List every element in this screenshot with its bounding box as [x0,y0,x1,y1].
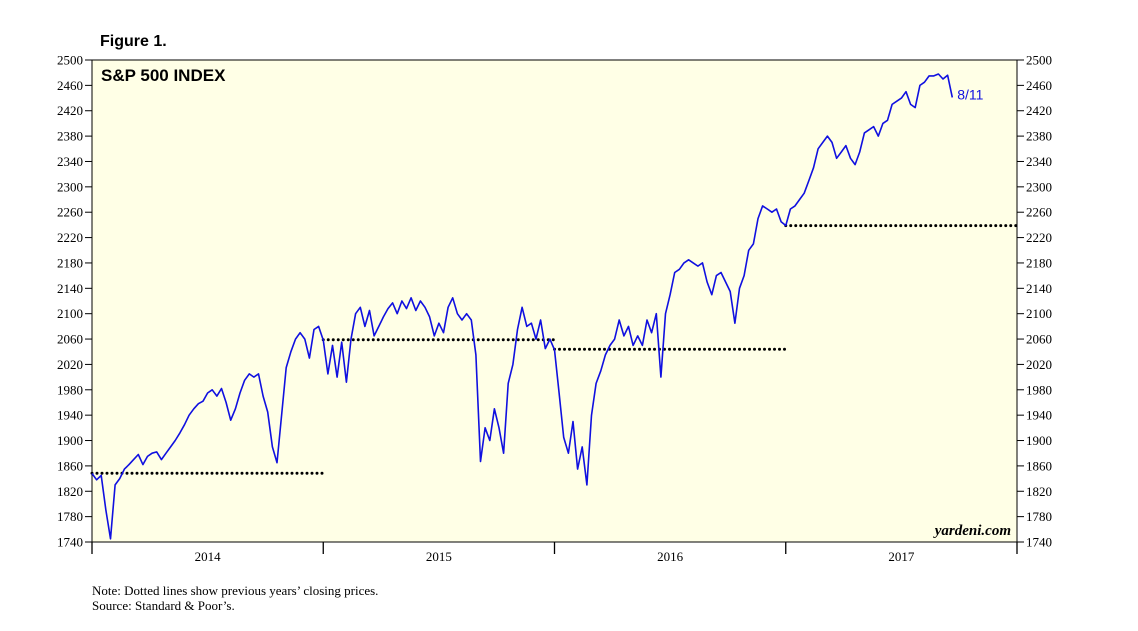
y-tick-label-right: 1940 [1026,408,1052,423]
y-tick-label-left: 2180 [57,255,83,270]
end-date-label: 8/11 [957,86,983,102]
y-tick-label-right: 2500 [1026,53,1052,68]
y-tick-label-left: 1860 [57,458,83,473]
y-tick-label-right: 1980 [1026,382,1052,397]
x-tick-label: 2015 [426,549,452,564]
y-tick-label-left: 2500 [57,53,83,68]
y-tick-label-right: 2220 [1026,230,1052,245]
note-text: Note: Dotted lines show previous years’ … [92,583,379,598]
y-tick-label-left: 1980 [57,382,83,397]
y-tick-label-left: 2260 [57,205,83,220]
y-tick-label-right: 1860 [1026,458,1052,473]
y-tick-label-left: 2420 [57,103,83,118]
y-tick-label-right: 1780 [1026,509,1052,524]
y-tick-label-right: 1820 [1026,484,1052,499]
y-tick-label-right: 1900 [1026,433,1052,448]
y-tick-label-right: 2380 [1026,129,1052,144]
y-axis-ticks: 1740 1740 1780 1780 1820 1820 1860 1860 1900 1900… [57,53,1052,550]
y-tick-label-right: 2060 [1026,332,1052,347]
reference-lines [90,224,1019,475]
y-tick-label-left: 1940 [57,408,83,423]
x-axis-ticks: 2014 2015 2016 2017 [91,542,1018,564]
y-tick-label-left: 2460 [57,78,83,93]
y-tick-label-left: 1900 [57,433,83,448]
y-tick-label-right: 2180 [1026,255,1052,270]
x-tick-label: 2017 [888,549,915,564]
footnotes: Note: Dotted lines show previous years’ … [92,583,378,613]
source-text: Source: Standard & Poor’s. [92,598,235,613]
y-tick-label-left: 2100 [57,306,83,321]
y-tick-label-left: 2140 [57,281,83,296]
y-tick-label-right: 2420 [1026,103,1052,118]
y-tick-label-right: 2140 [1026,281,1052,296]
y-tick-label-left: 1740 [57,535,83,550]
y-tick-label-right: 2100 [1026,306,1052,321]
chart-title: S&P 500 INDEX [101,66,226,85]
y-tick-label-left: 1780 [57,509,83,524]
watermark: yardeni.com [933,523,1011,539]
x-tick-label: 2016 [657,549,684,564]
y-tick-label-left: 2020 [57,357,83,372]
figure-label: Figure 1. [100,33,167,50]
y-tick-label-right: 2460 [1026,78,1052,93]
y-tick-label-left: 1820 [57,484,83,499]
y-tick-label-left: 2300 [57,179,83,194]
price-line [91,73,954,540]
y-tick-label-right: 1740 [1026,535,1052,550]
y-tick-label-left: 2060 [57,332,83,347]
y-tick-label-right: 2020 [1026,357,1052,372]
x-tick-label: 2014 [195,549,222,564]
y-tick-label-left: 2380 [57,129,83,144]
y-tick-label-right: 2300 [1026,179,1052,194]
y-tick-label-left: 2340 [57,154,83,169]
y-tick-label-right: 2340 [1026,154,1052,169]
y-tick-label-right: 2260 [1026,205,1052,220]
y-tick-label-left: 2220 [57,230,83,245]
plot-area [91,59,1018,543]
